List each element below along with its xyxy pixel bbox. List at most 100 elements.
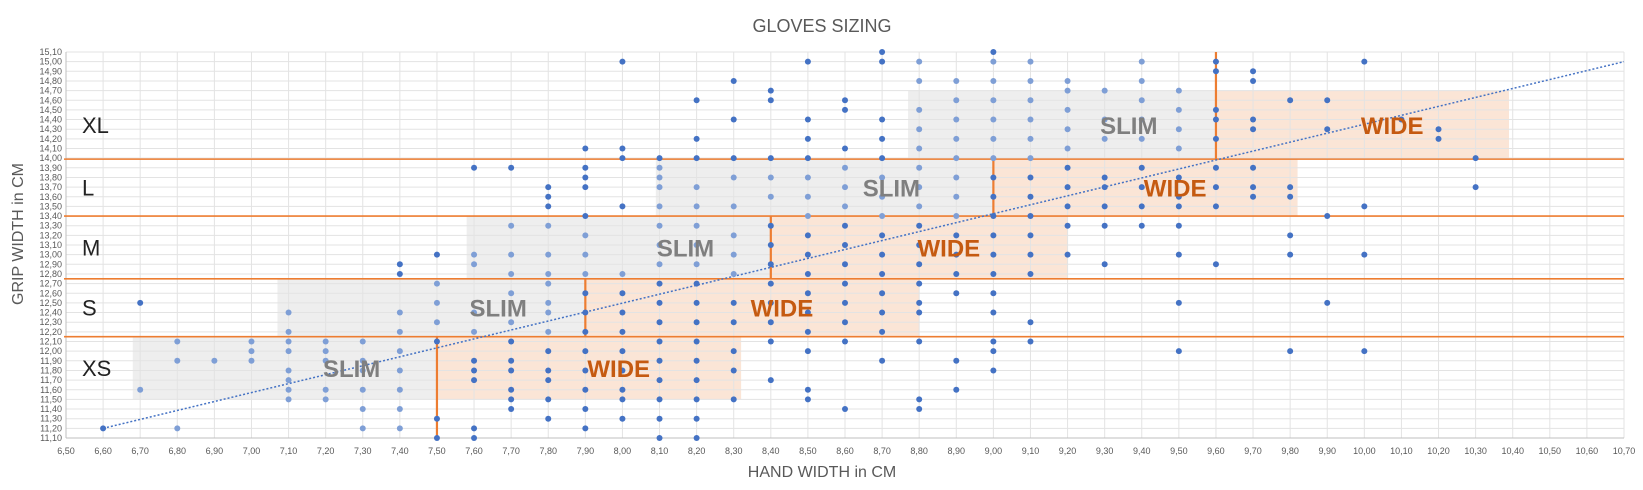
x-tick-label: 7,90: [577, 446, 595, 456]
data-point: [359, 386, 366, 393]
data-point: [545, 309, 552, 316]
data-point: [1175, 348, 1182, 355]
data-point: [730, 348, 737, 355]
y-tick-label: 13,30: [39, 221, 62, 231]
data-point: [693, 184, 700, 191]
data-point: [1212, 68, 1219, 75]
data-point: [396, 348, 403, 355]
data-point: [619, 415, 626, 422]
data-point: [433, 319, 440, 326]
data-point: [804, 174, 811, 181]
data-point: [842, 203, 848, 210]
y-tick-label: 13,10: [39, 240, 62, 250]
data-point: [396, 261, 403, 268]
data-point: [953, 251, 960, 258]
data-point: [1027, 58, 1034, 65]
data-point: [1027, 270, 1034, 277]
x-tick-label: 10,60: [1576, 446, 1599, 456]
data-point: [1250, 126, 1257, 133]
data-point: [767, 280, 774, 287]
data-point: [582, 290, 589, 297]
slim-label-s: SLIM: [469, 296, 526, 323]
data-point: [619, 348, 626, 355]
x-tick-label: 8,30: [725, 446, 743, 456]
data-point: [1101, 135, 1108, 142]
data-point: [953, 97, 960, 104]
data-point: [842, 319, 848, 326]
data-point: [1101, 261, 1108, 268]
data-point: [248, 348, 255, 355]
y-tick-label: 14,40: [39, 115, 62, 125]
wide-label-s: WIDE: [751, 296, 814, 323]
data-point: [471, 261, 478, 268]
data-point: [545, 193, 552, 200]
data-point: [990, 338, 997, 345]
x-tick-label: 10,10: [1390, 446, 1413, 456]
data-point: [1175, 174, 1182, 181]
data-point: [656, 415, 663, 422]
data-point: [693, 299, 700, 306]
data-point: [285, 309, 292, 316]
data-point: [804, 135, 811, 142]
data-point: [842, 97, 848, 104]
data-point: [359, 425, 366, 432]
data-point: [990, 58, 997, 65]
data-point: [508, 251, 515, 258]
data-point: [285, 377, 292, 384]
data-point: [767, 97, 774, 104]
data-point: [990, 174, 997, 181]
data-point: [730, 77, 737, 84]
data-point: [1175, 203, 1182, 210]
x-tick-label: 10,70: [1613, 446, 1636, 456]
data-point: [1064, 164, 1071, 171]
data-point: [842, 164, 848, 171]
data-point: [471, 251, 478, 258]
data-point: [1138, 97, 1145, 104]
data-point: [916, 126, 923, 133]
data-point: [916, 406, 923, 413]
data-point: [1361, 58, 1368, 65]
data-point: [804, 213, 811, 220]
y-tick-label: 14,80: [39, 76, 62, 86]
data-point: [285, 396, 292, 403]
data-point: [1101, 184, 1108, 191]
data-point: [508, 164, 515, 171]
y-tick-label: 15,00: [39, 57, 62, 67]
data-point: [211, 357, 218, 364]
data-point: [916, 299, 923, 306]
data-point: [137, 299, 144, 306]
data-point: [1435, 126, 1442, 133]
data-point: [953, 213, 960, 220]
data-point: [619, 396, 626, 403]
data-point: [545, 222, 552, 229]
data-point: [730, 116, 737, 123]
x-tick-label: 7,10: [280, 446, 298, 456]
data-point: [508, 338, 515, 345]
data-point: [656, 242, 663, 248]
data-point: [1064, 106, 1071, 113]
data-point: [582, 174, 589, 181]
data-point: [693, 435, 700, 441]
wide-label-m: WIDE: [918, 235, 981, 262]
data-point: [508, 367, 515, 374]
y-tick-label: 15,10: [39, 47, 62, 57]
x-tick-label: 9,30: [1096, 446, 1114, 456]
data-point: [619, 367, 626, 374]
data-point: [879, 155, 886, 162]
data-point: [508, 270, 515, 277]
data-point: [619, 145, 626, 152]
data-point: [693, 280, 700, 287]
data-point: [656, 338, 663, 345]
data-point: [433, 415, 440, 422]
data-point: [174, 357, 181, 364]
x-tick-label: 6,70: [131, 446, 149, 456]
y-tick-label: 11,50: [40, 394, 62, 404]
y-tick-label: 14,20: [39, 134, 62, 144]
data-point: [730, 270, 737, 277]
x-tick-label: 8,80: [910, 446, 928, 456]
data-point: [1027, 319, 1034, 326]
wide-region-xs: [436, 336, 742, 400]
data-point: [916, 203, 923, 210]
y-tick-label: 12,40: [39, 308, 62, 318]
data-point: [1138, 135, 1145, 142]
